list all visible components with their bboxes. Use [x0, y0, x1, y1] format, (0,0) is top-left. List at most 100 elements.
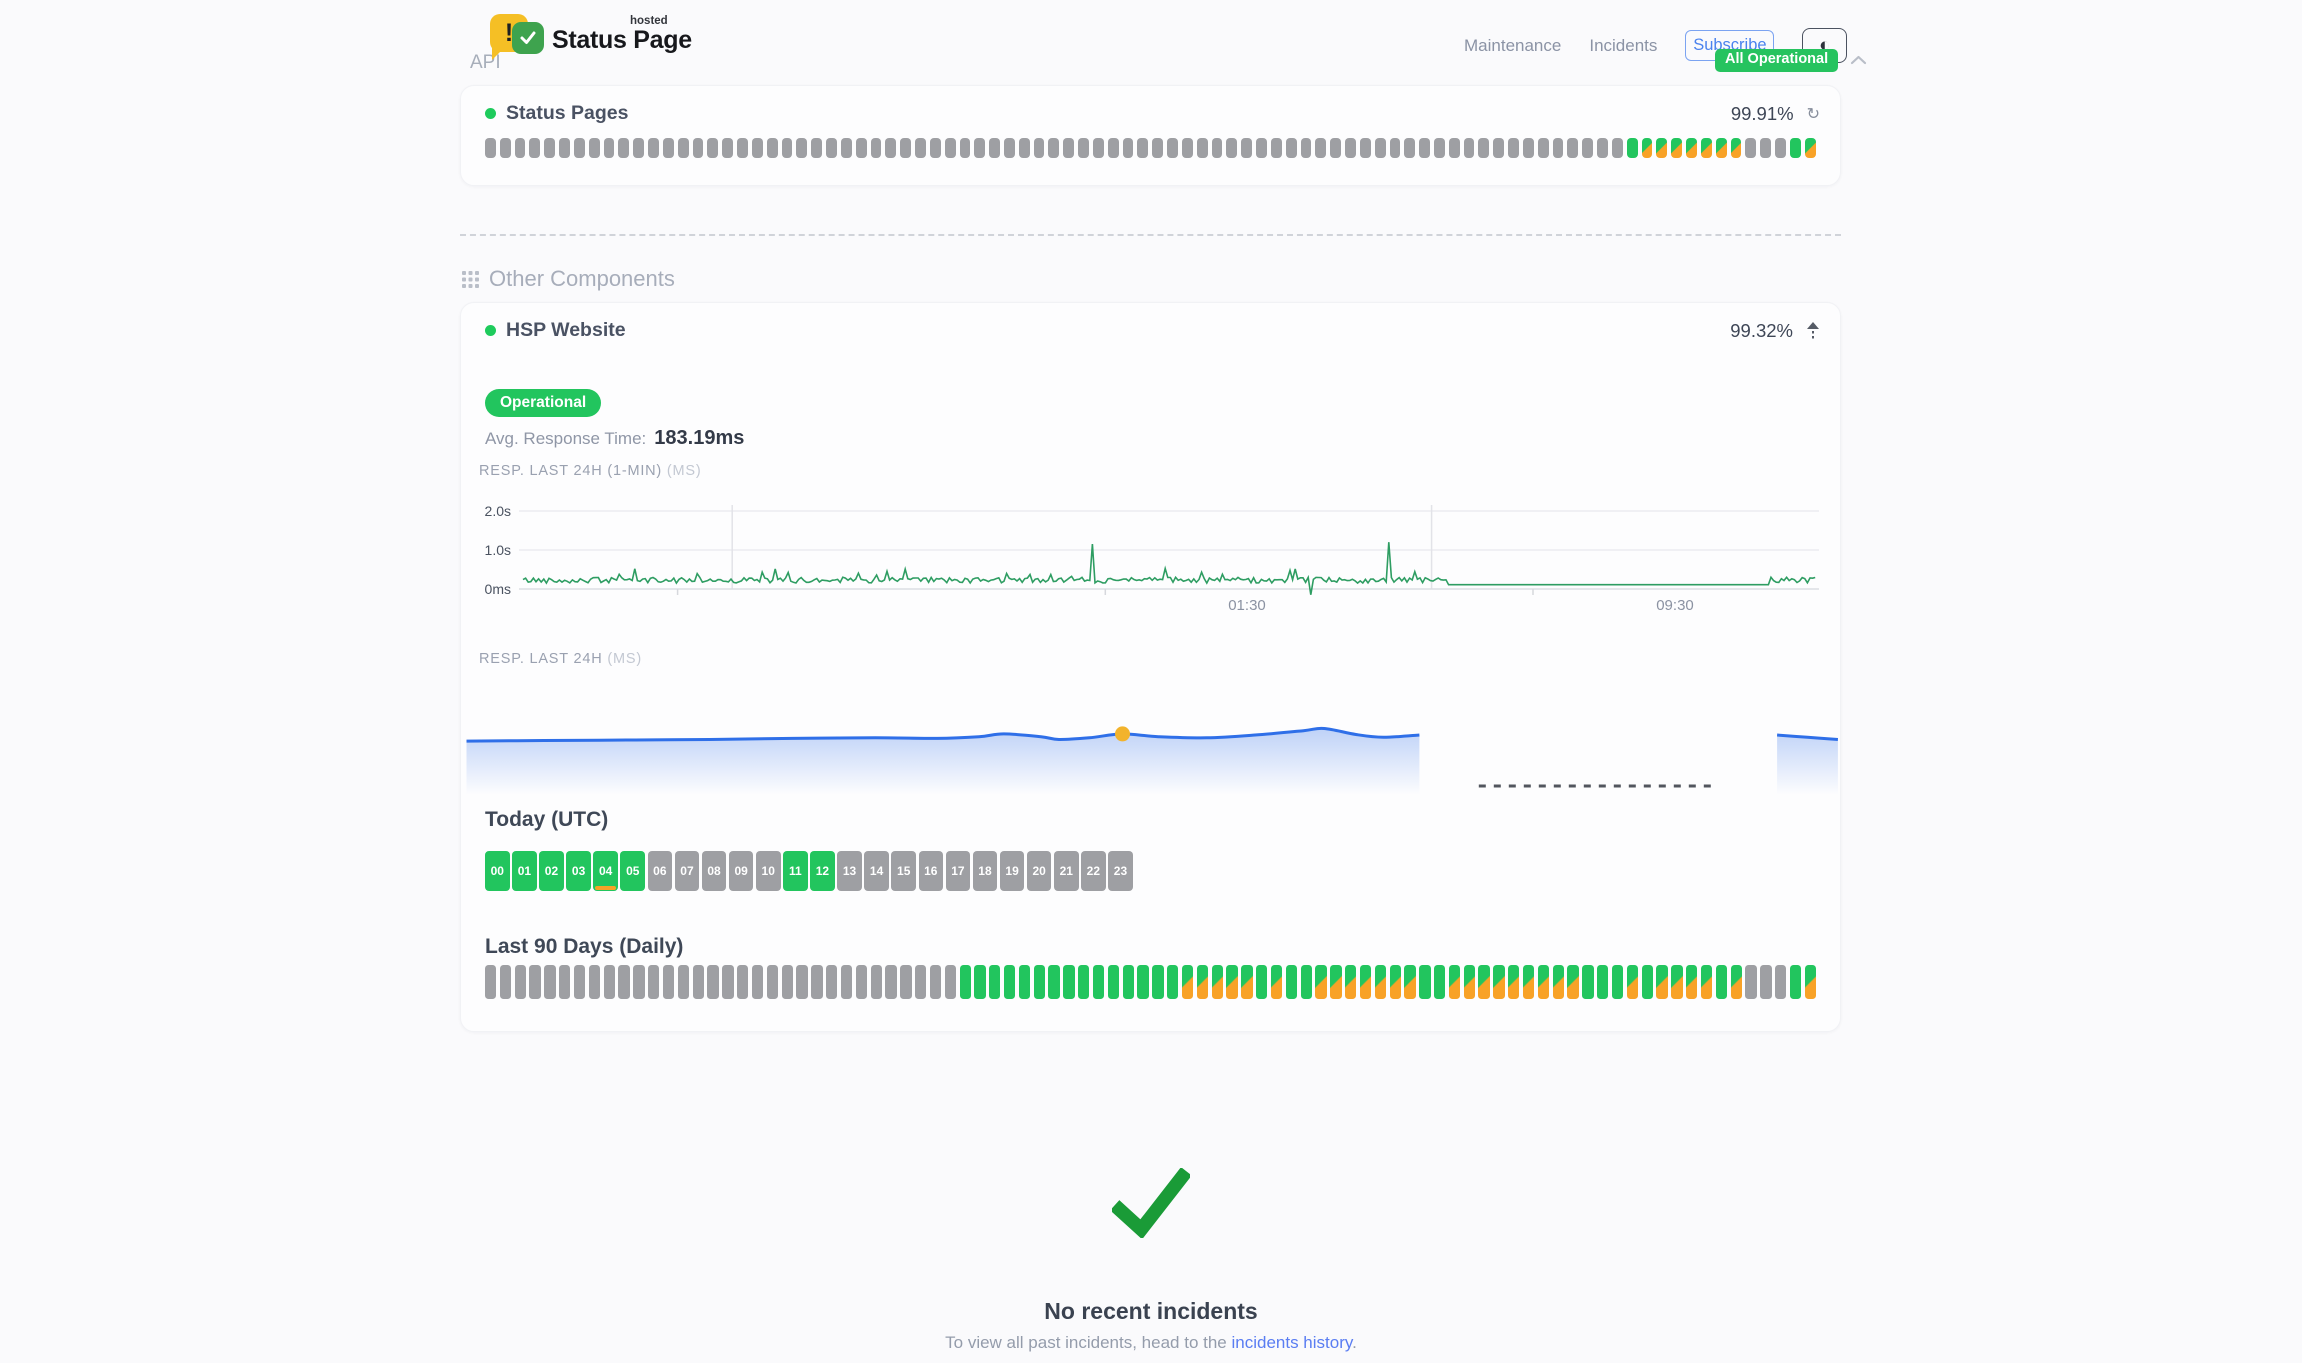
uptime-bar-no-data [737, 965, 749, 999]
last90-day-bars [485, 965, 1817, 999]
uptime-bar-no-data [1611, 138, 1623, 158]
uptime-bar-no-data [485, 965, 497, 999]
no-incidents-heading: No recent incidents [1044, 1298, 1258, 1324]
api-component-card: Status Pages 99.91% ↻ [460, 85, 1841, 186]
uptime-bar-operational [1789, 965, 1802, 999]
uptime-bar-operational [1285, 965, 1298, 999]
avg-response-value: 183.19ms [654, 427, 745, 449]
incidents-history-link[interactable]: incidents history [1231, 1333, 1353, 1352]
today-heading: Today (UTC) [485, 808, 609, 831]
y-tick-1s: 1.0s [484, 542, 511, 558]
uptime-bar-operational [1078, 965, 1090, 999]
uptime-bar-no-data [588, 965, 601, 999]
uptime-bar-no-data [1582, 138, 1594, 158]
uptime-bar-degraded [1241, 965, 1253, 999]
uptime-bar-no-data [929, 138, 941, 158]
uptime-bar-degraded [1181, 965, 1194, 999]
uptime-bar-no-data [603, 138, 615, 158]
hour-block-06: 06 [647, 851, 673, 891]
uptime-bar-no-data [1508, 138, 1519, 158]
refresh-icon[interactable]: ↻ [1806, 106, 1820, 123]
uptime-bar-no-data [514, 965, 526, 999]
uptime-bar-operational [1033, 965, 1045, 999]
nav-incidents[interactable]: Incidents [1589, 35, 1658, 55]
uptime-bar-no-data [826, 138, 837, 158]
uptime-bar-no-data [1775, 138, 1786, 158]
uptime-bar-no-data [1345, 138, 1356, 158]
uptime-bar-no-data [1493, 138, 1505, 158]
overall-status-badge: All Operational [1715, 49, 1839, 72]
hour-block-12: 12 [810, 851, 835, 891]
exclaim-glyph: ! [504, 18, 514, 47]
uptime-bar-no-data [707, 138, 719, 158]
uptime-bar-no-data [959, 138, 971, 158]
uptime-bar-no-data [900, 138, 912, 158]
uptime-bar-no-data [781, 965, 793, 999]
uptime-bar-degraded [1315, 965, 1327, 999]
nav-maintenance[interactable]: Maintenance [1464, 35, 1562, 55]
x-tick-0130: 01:30 [1228, 597, 1266, 614]
chart1-title: RESP. LAST 24H (1-MIN) (MS) [479, 463, 702, 479]
component-uptime-row: 99.91% ↻ [1731, 103, 1820, 125]
uptime-bar-no-data [781, 138, 793, 158]
uptime-bar-no-data [1063, 138, 1075, 158]
uptime-bar-degraded [1211, 965, 1223, 999]
uptime-bar-operational [1626, 138, 1638, 158]
uptime-bar-no-data [633, 138, 645, 158]
uptime-bar-degraded [1478, 965, 1490, 999]
hour-block-11: 11 [783, 851, 808, 891]
arrow-up-dotted-icon[interactable] [1806, 321, 1820, 341]
uptime-bar-no-data [1775, 965, 1787, 999]
uptime-bar-no-data [1092, 138, 1104, 158]
uptime-bar-no-data [1285, 138, 1297, 158]
grid-icon [462, 270, 479, 288]
uptime-bar-no-data [915, 138, 926, 158]
y-tick-2s: 2.0s [484, 503, 511, 519]
uptime-bar-degraded [1330, 965, 1342, 999]
uptime-history-bars [485, 138, 1816, 158]
uptime-bar-degraded [1404, 965, 1416, 999]
uptime-bar-operational [1107, 965, 1120, 999]
uptime-bar-no-data [915, 965, 927, 999]
uptime-bar-degraded [1389, 965, 1401, 999]
uptime-bar-no-data [1270, 138, 1282, 158]
uptime-bar-operational [1018, 965, 1031, 999]
uptime-bar-no-data [529, 138, 541, 158]
uptime-bar-operational [1715, 965, 1728, 999]
uptime-bar-degraded [1700, 138, 1712, 158]
uptime-bar-degraded [1448, 965, 1461, 999]
hour-block-03: 03 [566, 851, 591, 891]
uptime-bar-operational [1256, 965, 1268, 999]
chart1-unit: (MS) [666, 463, 702, 479]
uptime-bar-no-data [692, 965, 704, 999]
uptime-bar-no-data [840, 965, 853, 999]
hour-block-14: 14 [864, 851, 889, 891]
brand-superscript: hosted [630, 15, 668, 27]
check-glyph [520, 31, 536, 44]
uptime-bar-no-data [811, 965, 823, 999]
chevron-up-icon[interactable] [1850, 54, 1867, 66]
uptime-bar-no-data [737, 138, 748, 158]
uptime-bar-operational [1063, 965, 1075, 999]
hour-block-00: 00 [485, 851, 510, 891]
response-time-line-chart [519, 505, 1819, 595]
uptime-bar-no-data [900, 965, 912, 999]
brand-title[interactable]: Status Page [552, 26, 692, 54]
hour-block-21: 21 [1053, 851, 1079, 891]
uptime-bar-operational [1152, 965, 1164, 999]
hour-block-19: 19 [999, 851, 1025, 891]
uptime-bar-no-data [1359, 138, 1371, 158]
uptime-bar-operational [1597, 965, 1609, 999]
uptime-bar-degraded [1656, 965, 1668, 999]
uptime-bar-no-data [633, 965, 645, 999]
uptime-bar-degraded [1196, 965, 1209, 999]
uptime-bar-no-data [662, 138, 674, 158]
uptime-bar-degraded [1686, 965, 1698, 999]
uptime-bar-no-data [1226, 138, 1238, 158]
uptime-bar-no-data [618, 965, 630, 999]
uptime-bar-degraded [1656, 138, 1668, 158]
hour-block-07: 07 [674, 851, 700, 891]
uptime-bar-no-data [870, 138, 882, 158]
x-tick-0930: 09:30 [1656, 597, 1694, 614]
uptime-bar-no-data [811, 138, 823, 158]
